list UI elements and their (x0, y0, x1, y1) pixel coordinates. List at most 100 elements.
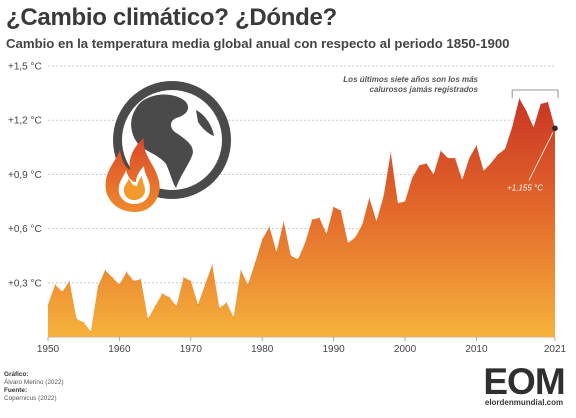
chart-title: ¿Cambio climático? ¿Dónde? (6, 4, 337, 31)
data-point (404, 200, 406, 203)
last-value-point (552, 125, 558, 132)
data-point (504, 148, 506, 150)
data-point (154, 305, 156, 307)
data-point (383, 195, 385, 197)
y-tick-label: +0,3 °C (8, 278, 42, 289)
data-point (204, 284, 206, 286)
credits-graphic-label: Gráfico: (4, 371, 29, 378)
data-point (433, 173, 435, 175)
x-axis-ticks: 1950 1960 1970 1980 1990 2000 2010 2021 (37, 337, 567, 355)
x-tick-label: 2000 (394, 344, 417, 355)
data-point (397, 202, 399, 204)
data-point (325, 233, 328, 235)
data-point (482, 170, 485, 172)
data-point (297, 258, 299, 260)
data-point (454, 157, 456, 159)
logo-url: elordenmundial.com (484, 398, 564, 407)
credits-source: Copernicus (2022) (4, 395, 57, 402)
x-tick-label: 2021 (544, 344, 567, 355)
data-point (468, 157, 470, 159)
y-tick-label: +0,9 °C (8, 170, 42, 181)
data-point (183, 276, 185, 278)
data-point (540, 103, 542, 105)
chart-subtitle: Cambio en la temperatura media global an… (6, 36, 510, 51)
y-tick-label: +1,5 °C (8, 62, 42, 73)
credits-graphic-author: Álvaro Merino (2022) (4, 379, 64, 386)
data-point (240, 269, 242, 271)
y-tick-label: +1,2 °C (8, 116, 42, 127)
data-point (83, 321, 85, 324)
data-point (490, 162, 492, 165)
data-point (61, 291, 63, 293)
data-point (283, 220, 285, 222)
x-tick-label: 2010 (465, 344, 488, 355)
data-point (461, 179, 463, 181)
data-point (104, 269, 106, 271)
data-point (475, 144, 478, 147)
annotation-text: Los últimos siete años son los más (343, 75, 478, 84)
data-point (90, 330, 92, 333)
data-point (133, 280, 135, 282)
data-point (211, 264, 213, 266)
annotations: Los últimos siete años son los máscaluro… (343, 75, 559, 192)
data-point (68, 280, 71, 282)
data-point (518, 97, 520, 100)
data-point (97, 285, 99, 288)
data-point (197, 303, 199, 306)
data-point (547, 101, 549, 103)
data-point (532, 126, 535, 129)
data-point (525, 110, 528, 112)
data-marks (47, 97, 556, 333)
data-point (233, 316, 235, 318)
x-tick-label: 1950 (37, 344, 60, 355)
data-point (511, 126, 513, 129)
credits: Gráfico: Álvaro Merino (2022) Fuente: Co… (4, 371, 64, 403)
data-point (418, 164, 420, 166)
eom-logo: EOM elordenmundial.com (476, 361, 572, 407)
data-point (118, 284, 121, 286)
y-tick-label: +0,6 °C (8, 224, 42, 235)
data-point (304, 242, 306, 244)
data-point (54, 284, 56, 286)
data-point (333, 206, 335, 208)
data-point (347, 242, 349, 244)
data-point (425, 162, 428, 165)
data-point (361, 224, 363, 226)
data-point (254, 262, 256, 264)
data-point (140, 278, 142, 280)
data-point (440, 150, 442, 152)
credits-source-label: Fuente: (4, 387, 28, 394)
data-point (125, 271, 128, 273)
data-point (247, 284, 249, 286)
data-point (168, 296, 170, 298)
data-point (75, 318, 78, 320)
data-point (47, 303, 49, 306)
data-point (175, 305, 178, 307)
data-point (147, 318, 149, 320)
data-point (268, 226, 270, 228)
data-point (411, 177, 413, 179)
data-point (497, 153, 499, 156)
last-value-leader (528, 132, 554, 181)
data-point (375, 220, 378, 222)
data-point (290, 255, 292, 257)
flame-icon (105, 138, 160, 212)
y-axis-ticks: +0,3 °C +0,6 °C +0,9 °C +1,2 °C +1,5 °C (8, 62, 42, 290)
data-point (261, 238, 263, 241)
data-point (111, 276, 113, 278)
data-point (311, 218, 313, 221)
temperature-area (48, 98, 555, 338)
data-point (318, 217, 320, 219)
logo-mark: EOM (483, 361, 565, 402)
data-point (354, 237, 356, 239)
data-point (340, 209, 342, 212)
data-point (275, 251, 278, 253)
data-point (368, 197, 370, 199)
data-point (190, 280, 192, 282)
data-point (225, 302, 228, 304)
data-point (390, 152, 392, 154)
data-point (161, 293, 163, 295)
annotation-bracket (511, 89, 559, 98)
x-tick-label: 1970 (180, 344, 203, 355)
